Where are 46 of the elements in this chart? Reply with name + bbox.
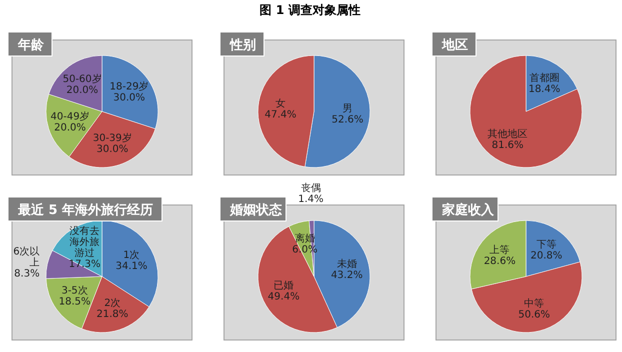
data-label: 43.2% bbox=[330, 270, 363, 281]
chart-title: 地区 bbox=[441, 38, 468, 53]
data-label: 49.4% bbox=[268, 291, 300, 302]
caption: 图 1 调查对象属性 bbox=[260, 3, 360, 17]
slice-label: 40-49岁 bbox=[50, 110, 90, 122]
slice-label: 上等 bbox=[490, 244, 510, 256]
slice-label: 2次 bbox=[104, 298, 121, 309]
data-label: 50.6% bbox=[518, 310, 550, 321]
slice-label: 6次以上 bbox=[13, 245, 40, 268]
data-label: 18.5% bbox=[58, 296, 91, 308]
data-label: 28.6% bbox=[484, 256, 516, 268]
data-label: 30.0% bbox=[96, 144, 128, 155]
data-label: 6.0% bbox=[292, 244, 318, 256]
slice-label: 未婚 bbox=[336, 258, 357, 270]
slice-label: 下等 bbox=[536, 238, 556, 250]
pie-slice bbox=[470, 55, 582, 168]
data-label: 8.3% bbox=[14, 268, 40, 280]
data-label: 1.4% bbox=[298, 194, 324, 206]
slice-label: 50-60岁 bbox=[62, 72, 102, 85]
data-label: 18.4% bbox=[528, 84, 560, 95]
slice-label: 3-5次 bbox=[61, 285, 88, 296]
data-label: 20.0% bbox=[54, 122, 86, 134]
slice-label: 没有去海外旅游过 bbox=[70, 225, 100, 260]
data-label: 20.0% bbox=[66, 84, 98, 96]
slice-label: 18-29岁 bbox=[110, 80, 149, 92]
data-label: 52.6% bbox=[332, 114, 364, 126]
slice-label: 已婚 bbox=[274, 280, 294, 292]
data-label: 34.1% bbox=[116, 260, 148, 272]
chart-title: 年龄 bbox=[17, 38, 45, 53]
data-label: 47.4% bbox=[264, 109, 296, 120]
slice-label: 丧偶 bbox=[300, 182, 321, 194]
slice-label: 1次 bbox=[123, 250, 140, 261]
slice-label: 30-39岁 bbox=[92, 132, 132, 144]
slice-label: 女 bbox=[276, 97, 286, 110]
text: 婚姻状态 bbox=[229, 202, 283, 218]
slice-label: 首都圈 bbox=[529, 72, 560, 84]
data-label: 30.0% bbox=[113, 92, 146, 104]
chart-title: 性别 bbox=[229, 38, 256, 53]
data-label: 21.8% bbox=[96, 308, 128, 320]
slice-label: 中等 bbox=[524, 298, 544, 310]
chart-title: 最近 5 年海外旅行经历 bbox=[17, 202, 154, 218]
data-label: 81.6% bbox=[492, 140, 524, 152]
chart-title: 家庭收入 bbox=[441, 202, 495, 218]
data-label: 20.8% bbox=[530, 250, 562, 262]
slice-label: 男 bbox=[342, 104, 352, 115]
slice-label: 其他地区 bbox=[488, 128, 528, 140]
